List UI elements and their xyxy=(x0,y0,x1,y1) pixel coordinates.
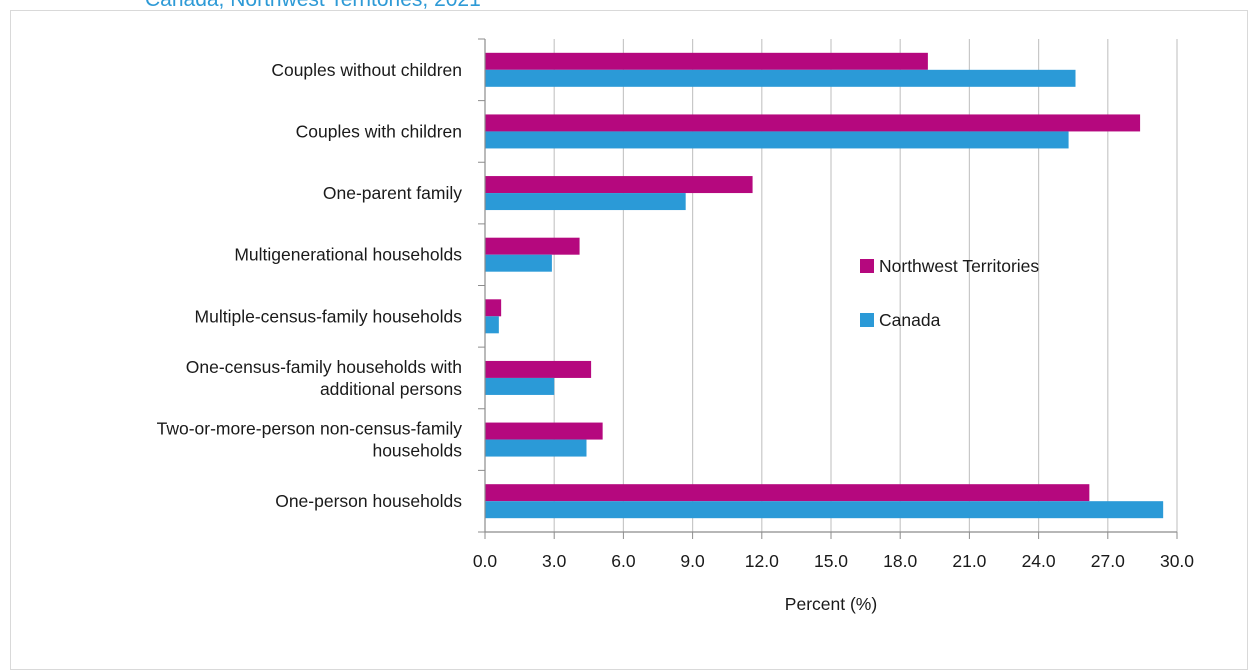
x-tick-label: 24.0 xyxy=(1022,551,1056,571)
bar-canada xyxy=(485,193,686,211)
bar-canada xyxy=(485,316,499,334)
bar-nwt xyxy=(485,484,1090,502)
bar-canada xyxy=(485,501,1164,519)
bar-nwt xyxy=(485,422,603,440)
category-labels: Couples without children Couples with chi… xyxy=(157,60,463,511)
bar-nwt xyxy=(485,299,502,317)
legend: Northwest Territories Canada xyxy=(860,256,1039,330)
grid-lines xyxy=(484,39,1178,539)
bar-chart: Couples without children Couples with chi… xyxy=(157,38,1194,614)
category-label: One-person households xyxy=(275,491,462,511)
x-tick-label: 27.0 xyxy=(1091,551,1125,571)
bar-nwt xyxy=(485,52,928,70)
category-label: Multigenerational households xyxy=(234,245,462,265)
bar-nwt xyxy=(485,176,753,194)
x-tick-label: 12.0 xyxy=(745,551,779,571)
bar-canada xyxy=(485,377,555,395)
category-label: One-census-family households with xyxy=(186,357,462,377)
legend-label: Canada xyxy=(879,310,941,330)
category-label: One-parent family xyxy=(323,183,462,203)
bar-canada xyxy=(485,254,552,272)
x-tick-label: 6.0 xyxy=(611,551,636,571)
x-tick-label: 0.0 xyxy=(473,551,498,571)
bar-canada xyxy=(485,69,1076,87)
category-label: Two-or-more-person non-census-family xyxy=(157,419,463,439)
bar-nwt xyxy=(485,114,1141,132)
legend-swatch xyxy=(860,259,874,273)
bars xyxy=(485,52,1164,519)
bar-canada xyxy=(485,439,587,457)
x-tick-label: 21.0 xyxy=(952,551,986,571)
category-label: additional persons xyxy=(320,379,462,399)
category-label: Couples without children xyxy=(271,60,462,80)
chart-subtitle: Canada, Northwest Territories, 2021 xyxy=(145,0,481,12)
x-tick-label: 15.0 xyxy=(814,551,848,571)
bar-nwt xyxy=(485,237,580,255)
category-label: Couples with children xyxy=(296,121,462,141)
bar-nwt xyxy=(485,360,592,378)
category-label: households xyxy=(372,441,462,461)
x-tick-label: 18.0 xyxy=(883,551,917,571)
axes xyxy=(478,38,1177,533)
x-tick-label: 9.0 xyxy=(680,551,705,571)
legend-swatch xyxy=(860,313,874,327)
x-tick-labels: 0.0 3.0 6.0 9.0 12.0 15.0 18.0 21.0 24.0 27.0 30.0 xyxy=(473,551,1194,571)
category-label: Multiple-census-family households xyxy=(195,306,463,326)
bar-canada xyxy=(485,131,1069,149)
legend-label: Northwest Territories xyxy=(879,256,1039,276)
x-axis-label: Percent (%) xyxy=(785,594,877,614)
x-tick-label: 30.0 xyxy=(1160,551,1194,571)
x-tick-label: 3.0 xyxy=(542,551,567,571)
